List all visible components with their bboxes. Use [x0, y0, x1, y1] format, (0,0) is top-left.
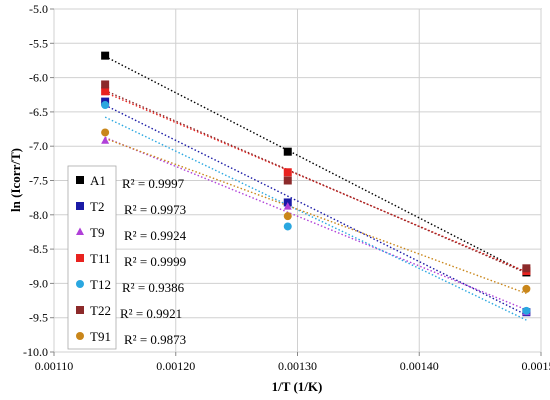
x-axis-ticks: 0.00110 0.00120 0.00130 0.00140 0.00150: [35, 352, 550, 373]
legend-marker-a1: [76, 176, 84, 184]
y-tick-label: -6.0: [29, 71, 48, 85]
legend-marker-t11: [76, 254, 84, 262]
point-t91: [283, 212, 292, 221]
point-t9: [101, 136, 110, 144]
y-tick-label: -7.5: [29, 174, 48, 188]
legend-marker-t9: [76, 227, 84, 235]
point-t22: [283, 176, 292, 185]
legend: A1 T2 T9 T11 T12 T22 T91: [67, 165, 117, 350]
point-t12: [283, 222, 292, 231]
y-tick-label: -5.0: [29, 2, 48, 16]
point-t91: [101, 128, 110, 137]
r2-label-a1: R² = 0.9997: [122, 176, 185, 191]
gridlines: [53, 8, 542, 353]
y-tick-label: -5.5: [29, 36, 48, 50]
legend-marker-t12: [76, 280, 84, 288]
legend-marker-t91: [76, 332, 84, 340]
r2-label-t2: R² = 0.9973: [124, 202, 186, 217]
y-tick-label: -10.0: [23, 345, 48, 359]
point-t11: [101, 87, 110, 96]
y-tick-label: -6.5: [29, 105, 48, 119]
x-tick-label: 0.00150: [522, 359, 550, 373]
legend-label-t9: T9: [90, 225, 104, 240]
legend-label-t91: T91: [90, 329, 111, 344]
r2-label-t91: R² = 0.9873: [124, 332, 186, 347]
trendline-t2: [104, 104, 527, 316]
point-t91: [522, 284, 531, 293]
r2-label-t12: R² = 0.9386: [122, 280, 185, 295]
x-tick-label: 0.00110: [35, 359, 74, 373]
point-a1: [283, 147, 292, 156]
legend-marker-t2: [76, 202, 84, 210]
trendline-t91: [104, 137, 527, 295]
point-t12: [522, 306, 531, 315]
data-points: [101, 51, 531, 317]
trendline-t22: [104, 89, 527, 274]
trendline-a1: [104, 55, 527, 274]
y-tick-label: -8.5: [29, 242, 48, 256]
point-t22: [522, 264, 531, 273]
point-t12: [101, 101, 110, 110]
legend-label-t12: T12: [90, 277, 111, 292]
point-t9: [283, 202, 292, 210]
legend-label-t2: T2: [90, 199, 104, 214]
r2-label-t11: R² = 0.9999: [124, 254, 186, 269]
x-tick-label: 0.00120: [156, 359, 195, 373]
x-tick-label: 0.00140: [400, 359, 439, 373]
x-axis-title: 1/T (1/K): [272, 379, 323, 394]
y-tick-label: -9.0: [29, 276, 48, 290]
legend-marker-t22: [76, 306, 84, 314]
r-squared-labels: R² = 0.9997 R² = 0.9973 R² = 0.9924 R² = 0.…: [120, 176, 187, 347]
y-tick-label: -8.0: [29, 208, 48, 222]
y-axis-ticks: -5.0 -5.5 -6.0 -6.5 -7.0 -7.5 -8.0 -8.5 -9.0 -9.5…: [23, 2, 54, 359]
trendlines: [104, 55, 527, 321]
x-tick-label: 0.00130: [278, 359, 317, 373]
r2-label-t9: R² = 0.9924: [124, 228, 187, 243]
point-t11: [283, 168, 292, 177]
legend-label-a1: A1: [90, 173, 106, 188]
r2-label-t22: R² = 0.9921: [120, 306, 182, 321]
point-a1: [101, 51, 110, 60]
y-tick-label: -7.0: [29, 139, 48, 153]
legend-label-t11: T11: [90, 251, 110, 266]
point-t22: [101, 80, 110, 89]
legend-label-t22: T22: [90, 303, 111, 318]
trendline-t12: [104, 116, 527, 321]
y-axis-title: ln (Icorr/T): [8, 148, 23, 212]
y-tick-label: -9.5: [29, 311, 48, 325]
